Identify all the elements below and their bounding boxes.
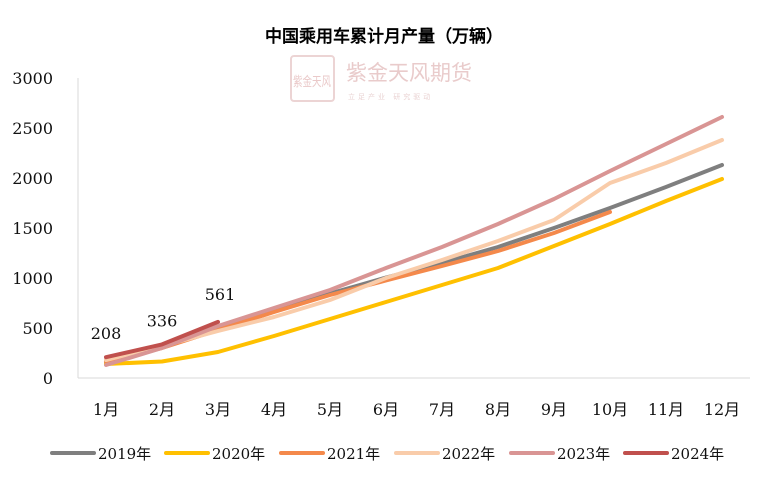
watermark-tagline: 立足产业 研究驱动 <box>348 92 433 101</box>
y-tick-labels: 0 500 1000 1500 2000 2500 3000 <box>12 69 53 388</box>
y-tick-label: 500 <box>22 319 53 338</box>
series-lines <box>104 115 724 367</box>
x-tick-labels: 1月 2月 3月 4月 5月 6月 7月 8月 9月 10月 11月 12月 <box>93 400 740 419</box>
legend-item: 2022年 <box>394 445 495 463</box>
y-tick-label: 0 <box>43 369 53 388</box>
legend-label: 2021年 <box>327 445 380 463</box>
y-tick-label: 2000 <box>12 169 53 188</box>
watermark-logo-text: 紫金天风 <box>293 74 331 90</box>
data-labels: 208 336 561 <box>91 285 236 343</box>
x-tick-label: 11月 <box>648 400 684 419</box>
series-line-2022年 <box>104 138 724 362</box>
x-tick-label: 3月 <box>205 400 231 419</box>
x-tick-label: 10月 <box>592 400 628 419</box>
y-tick-label: 1000 <box>12 269 53 288</box>
chart-title: 中国乘用车累计月产量（万辆） <box>265 26 503 47</box>
legend-label: 2024年 <box>671 445 724 463</box>
legend-item: 2020年 <box>164 445 265 463</box>
legend-label: 2023年 <box>557 445 610 463</box>
watermark-name: 紫金天风期货 <box>346 61 472 85</box>
x-tick-label: 9月 <box>541 400 567 419</box>
legend: 2019年 2020年 2021年 2022年 2023年 2024年 <box>50 445 724 463</box>
data-label: 336 <box>147 311 178 330</box>
watermark-logo-box <box>290 55 335 102</box>
series-line-2023年 <box>104 115 724 367</box>
legend-label: 2019年 <box>98 445 151 463</box>
x-tick-label: 5月 <box>317 400 343 419</box>
legend-item: 2023年 <box>509 445 610 463</box>
data-label: 561 <box>205 285 236 304</box>
x-tick-label: 4月 <box>261 400 287 419</box>
x-tick-label: 1月 <box>93 400 119 419</box>
legend-label: 2020年 <box>212 445 265 463</box>
x-tick-label: 8月 <box>485 400 511 419</box>
y-tick-label: 2500 <box>12 119 53 138</box>
y-tick-label: 1500 <box>12 219 53 238</box>
watermark: 紫金天风 紫金天风期货 立足产业 研究驱动 <box>290 55 472 102</box>
data-label: 208 <box>91 324 122 343</box>
legend-label: 2022年 <box>442 445 495 463</box>
x-tick-label: 6月 <box>373 400 399 419</box>
legend-item: 2024年 <box>623 445 724 463</box>
x-tick-label: 12月 <box>704 400 740 419</box>
legend-item: 2019年 <box>50 445 151 463</box>
x-tick-label: 7月 <box>429 400 455 419</box>
series-line-2024年 <box>104 319 220 360</box>
x-tick-label: 2月 <box>149 400 175 419</box>
series-line-2020年 <box>104 177 724 366</box>
legend-item: 2021年 <box>279 445 380 463</box>
y-tick-label: 3000 <box>12 69 53 88</box>
